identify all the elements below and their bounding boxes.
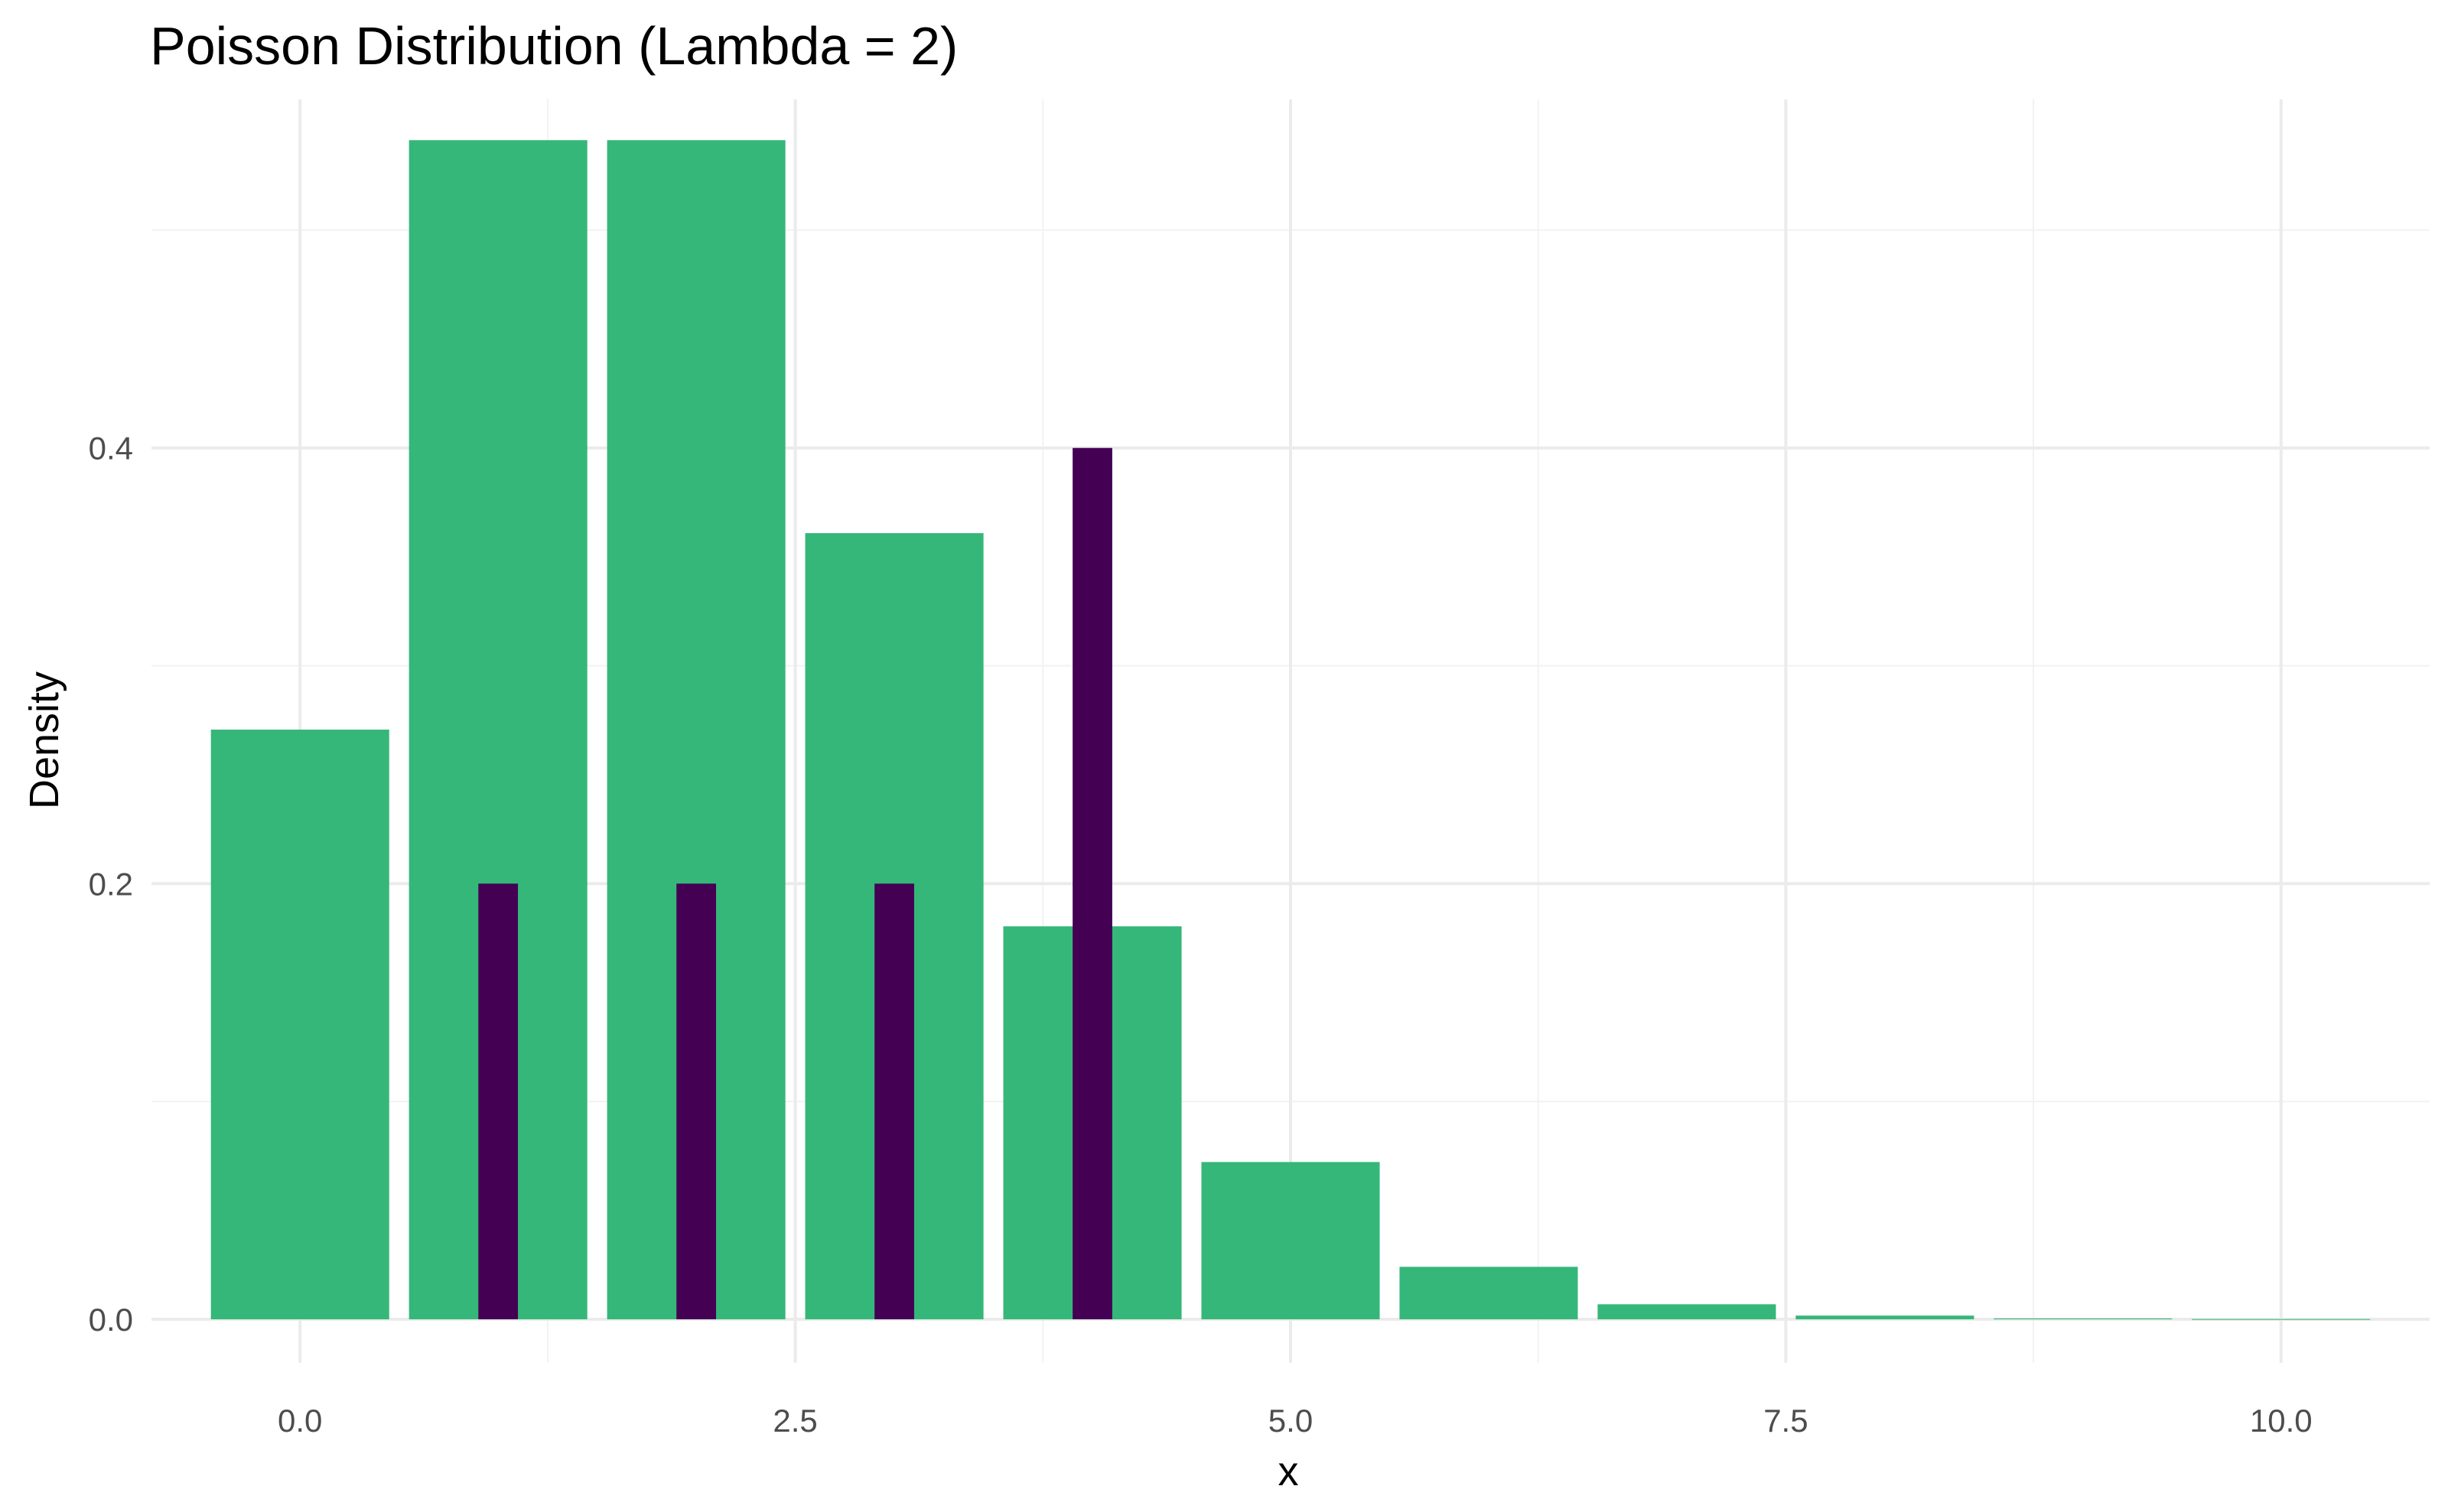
y-tick-label: 0.4	[89, 431, 133, 467]
y-axis-title: Density	[21, 671, 67, 809]
x-axis-title: x	[1278, 1449, 1299, 1494]
poisson-density-bar	[1795, 1315, 1974, 1320]
y-tick-label: 0.0	[89, 1302, 133, 1338]
poisson-density-bar	[1201, 1162, 1380, 1320]
x-tick-label: 5.0	[1268, 1403, 1313, 1439]
poisson-density-bar	[210, 730, 389, 1320]
bars	[210, 140, 2371, 1320]
y-axis-ticks: 0.0 0.2 0.4	[89, 431, 133, 1338]
sample-density-bar	[874, 883, 914, 1320]
poisson-density-bar	[1399, 1267, 1578, 1320]
sample-density-bar	[676, 883, 717, 1320]
sample-density-bar	[478, 883, 519, 1320]
x-tick-label: 2.5	[773, 1403, 817, 1439]
y-tick-label: 0.2	[89, 866, 133, 902]
x-tick-label: 0.0	[278, 1403, 322, 1439]
poisson-density-bar	[1597, 1304, 1776, 1320]
chart-title: Poisson Distribution (Lambda = 2)	[150, 16, 958, 76]
poisson-density-bar	[2192, 1319, 2371, 1320]
sample-density-bar	[1073, 447, 1112, 1320]
x-tick-label: 7.5	[1763, 1403, 1808, 1439]
x-axis-ticks: 0.0 2.5 5.0 7.5 10.0	[278, 1403, 2313, 1439]
x-tick-label: 10.0	[2250, 1403, 2313, 1439]
